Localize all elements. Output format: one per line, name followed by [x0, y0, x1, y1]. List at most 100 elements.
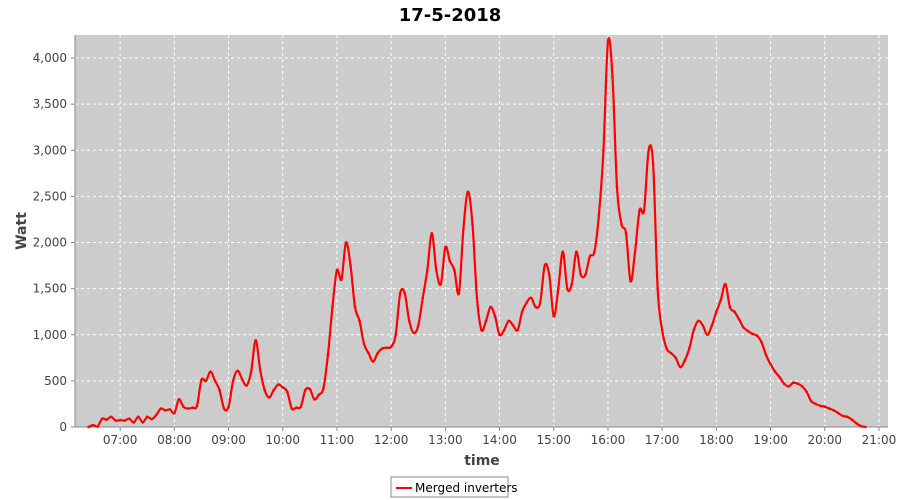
y-tick-label: 1,000: [33, 328, 67, 342]
data-point: [308, 387, 312, 391]
data-point: [588, 255, 592, 258]
x-tick-label: 11:00: [320, 433, 355, 447]
data-point: [647, 148, 650, 152]
legend-box: [390, 476, 509, 498]
data-point: [227, 405, 230, 409]
data-point: [340, 278, 343, 281]
x-tick-label: 14:00: [482, 433, 517, 447]
data-point: [597, 213, 601, 217]
data-point: [502, 328, 506, 332]
data-point: [715, 310, 718, 314]
data-point: [629, 279, 632, 283]
data-point: [737, 317, 741, 321]
data-point: [276, 383, 280, 386]
data-point: [480, 328, 483, 332]
data-point: [200, 378, 203, 382]
data-point: [493, 315, 497, 318]
data-point: [570, 282, 574, 286]
data-point: [697, 319, 700, 323]
data-point: [249, 370, 253, 373]
data-point: [832, 409, 836, 412]
data-point: [462, 227, 465, 230]
x-tick-label: 21:00: [862, 433, 897, 447]
data-point: [575, 250, 578, 254]
data-point: [448, 259, 452, 263]
data-point: [159, 407, 163, 410]
data-point: [290, 407, 294, 410]
data-point: [760, 340, 763, 344]
data-point: [547, 273, 551, 277]
data-point: [611, 75, 614, 78]
data-point: [371, 360, 375, 363]
data-point: [204, 379, 208, 383]
data-point: [231, 379, 235, 383]
data-point: [507, 319, 510, 323]
data-point: [751, 332, 754, 336]
data-point: [660, 328, 664, 332]
data-point: [466, 190, 470, 194]
data-point: [529, 296, 533, 300]
data-point: [136, 415, 140, 419]
legend: Merged inverters: [390, 476, 518, 498]
data-point: [380, 347, 384, 350]
data-point: [638, 208, 641, 212]
y-tick-label: 3,000: [33, 143, 67, 157]
data-point: [800, 385, 804, 388]
data-point: [326, 353, 330, 357]
data-point: [322, 386, 325, 390]
data-point: [841, 414, 845, 418]
data-point: [109, 415, 113, 419]
data-point: [155, 413, 158, 417]
data-point: [272, 388, 276, 392]
tick-labels: 07:00 08:00 09:00 10:00 11:00 12:00 13:00 14:00…: [33, 51, 897, 447]
data-point: [764, 353, 768, 357]
data-point: [620, 222, 623, 226]
data-point: [651, 162, 655, 166]
data-point: [791, 381, 795, 385]
data-point: [525, 301, 528, 304]
data-point: [552, 315, 556, 318]
data-point: [285, 390, 289, 394]
data-point: [317, 393, 321, 397]
data-point: [805, 390, 808, 394]
data-point: [353, 305, 357, 309]
data-point: [304, 388, 307, 392]
x-tick-label: 19:00: [753, 433, 788, 447]
data-point: [367, 351, 370, 355]
data-point: [602, 148, 605, 152]
x-tick-label: 17:00: [645, 433, 680, 447]
data-point: [150, 417, 154, 421]
data-point: [498, 333, 501, 337]
data-point: [516, 328, 519, 332]
data-point: [593, 250, 596, 254]
data-point: [91, 423, 95, 427]
y-tick-label: 1,500: [33, 282, 67, 296]
data-point: [778, 375, 781, 379]
data-point: [416, 324, 420, 327]
data-point: [692, 328, 696, 332]
plot-background: [75, 35, 888, 427]
data-point: [299, 405, 303, 409]
data-point: [656, 287, 659, 290]
axes: [71, 35, 888, 431]
data-point: [742, 326, 745, 329]
x-tick-label: 10:00: [265, 433, 300, 447]
data-point: [344, 241, 348, 244]
data-point: [186, 407, 190, 410]
data-point: [123, 419, 126, 422]
data-point: [538, 301, 542, 304]
data-point: [195, 404, 199, 408]
data-point: [543, 264, 547, 267]
data-point: [511, 324, 515, 327]
data-point: [331, 305, 334, 309]
data-point: [281, 386, 285, 389]
data-point: [398, 291, 402, 295]
data-point: [809, 399, 813, 403]
data-point: [407, 319, 411, 323]
data-point: [389, 345, 393, 349]
data-point: [349, 264, 352, 267]
data-point: [584, 273, 587, 277]
data-point: [403, 291, 407, 295]
data-point: [145, 415, 149, 419]
data-point: [706, 333, 709, 337]
